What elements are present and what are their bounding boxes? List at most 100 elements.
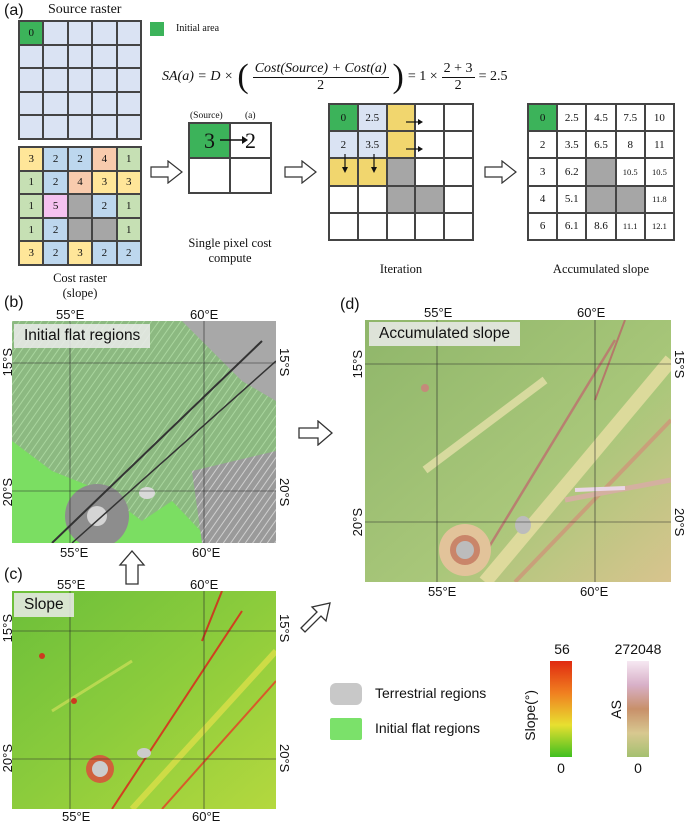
accumulated-cell: 8 xyxy=(615,131,645,159)
accumulated-cell: 4.5 xyxy=(586,104,616,132)
single-pixel-grid: 3 2 xyxy=(188,122,272,194)
flow-arrow-icon xyxy=(150,160,183,184)
cost-raster-caption: Cost raster (slope) xyxy=(18,271,142,301)
as-colorbar xyxy=(627,661,649,757)
accumulated-slope-map-label: Accumulated slope xyxy=(369,322,520,346)
iteration-cell xyxy=(444,212,473,240)
source-cell xyxy=(43,91,68,116)
equation-denominator-1: 2 xyxy=(317,77,325,93)
cost-cell: 2 xyxy=(92,194,117,218)
lon-label-55: 55°E xyxy=(56,307,85,322)
single-pixel-caption: Single pixel cost compute xyxy=(170,236,290,266)
lon-label-60-bottom: 60°E xyxy=(192,809,221,824)
lon-label-55: 55°E xyxy=(57,577,86,592)
cost-cell: 3 xyxy=(67,241,93,265)
lat-label-15-left: 15°S xyxy=(350,350,365,379)
lat-label-15-left: 15°S xyxy=(0,614,15,643)
cost-cell xyxy=(92,217,117,242)
source-cell xyxy=(43,68,68,92)
initial-area-legend-text: Initial area xyxy=(176,23,220,34)
accumulated-grid: 0 2.5 4.5 7.5 10 2 3.5 6.5 8 11 3 6.2 10.5 10.5 4 5.1 11… xyxy=(527,103,675,241)
single-source-label: (Source) xyxy=(190,111,223,121)
flow-arrow-icon xyxy=(284,160,317,184)
lon-label-60: 60°E xyxy=(577,305,606,320)
slope-map xyxy=(12,591,276,809)
accumulated-cell: 6.5 xyxy=(586,131,616,159)
accumulated-cell: 3 xyxy=(528,158,558,186)
lon-label-60-bottom: 60°E xyxy=(580,584,609,599)
source-cell xyxy=(43,44,68,69)
lat-label-15-right: 15°S xyxy=(277,614,292,643)
iteration-cell xyxy=(386,131,416,159)
source-cell xyxy=(116,91,141,116)
iteration-cell: 0 xyxy=(329,104,358,132)
iteration-grid: 0 2.5 2 3.5 xyxy=(328,103,474,241)
source-cell xyxy=(43,115,68,139)
iteration-cell xyxy=(386,104,416,132)
equation-paren-close: ) xyxy=(392,58,404,95)
slope-max-label: 56 xyxy=(554,641,570,657)
accumulated-slope-map xyxy=(365,320,671,582)
cost-cell: 4 xyxy=(92,147,117,171)
iteration-cell xyxy=(444,131,473,159)
equation-fraction-1: Cost(Source) + Cost(a) 2 xyxy=(252,61,389,94)
cost-cell: 1 xyxy=(19,170,44,195)
accumulated-cell: 0 xyxy=(528,104,558,132)
equation-lhs: SA(a) = D × xyxy=(162,69,234,84)
iteration-cell xyxy=(329,158,358,186)
source-cell xyxy=(92,91,117,116)
cost-cell: 2 xyxy=(92,241,117,265)
lon-label-60-bottom: 60°E xyxy=(192,545,221,560)
iteration-cell xyxy=(415,104,445,132)
cost-cell: 2 xyxy=(67,147,93,171)
source-cell xyxy=(67,68,93,92)
iteration-cell xyxy=(415,185,445,213)
terrestrial-swatch xyxy=(330,683,362,705)
source-cell: 0 xyxy=(19,21,44,45)
cost-cell: 2 xyxy=(43,217,68,242)
accumulated-cell xyxy=(615,185,645,213)
iteration-cell xyxy=(357,212,387,240)
equation-result: = 2.5 xyxy=(478,69,508,84)
single-empty-cell xyxy=(189,158,230,193)
source-cell xyxy=(92,115,117,139)
panel-c-letter: (c) xyxy=(4,566,23,583)
source-cell xyxy=(19,91,44,116)
cost-cell: 2 xyxy=(43,147,68,171)
lat-label-20-left: 20°S xyxy=(350,508,365,537)
source-cell xyxy=(67,21,93,45)
accumulated-cell: 2 xyxy=(528,131,558,159)
source-raster-title: Source raster xyxy=(48,2,122,17)
cost-cell: 3 xyxy=(19,147,44,171)
iteration-caption: Iteration xyxy=(379,262,423,276)
accumulated-caption: Accumulated slope xyxy=(552,262,650,276)
single-caption-line1: Single pixel cost xyxy=(188,236,272,250)
source-raster-grid: 0 xyxy=(18,20,142,140)
source-cell xyxy=(116,44,141,69)
slope-min-label: 0 xyxy=(557,760,565,776)
source-cell xyxy=(92,21,117,45)
accumulated-cell: 6.2 xyxy=(557,158,587,186)
lon-label-55-bottom: 55°E xyxy=(428,584,457,599)
flat-regions-map xyxy=(12,321,276,543)
cost-cell: 4 xyxy=(67,170,93,195)
as-colorbar-title: AS xyxy=(608,700,624,719)
lat-label-15-left: 15°S xyxy=(0,348,15,377)
iteration-cell xyxy=(444,158,473,186)
cost-cell: 1 xyxy=(116,217,141,242)
cost-cell: 2 xyxy=(43,170,68,195)
cost-cell: 5 xyxy=(43,194,68,218)
cost-cell: 2 xyxy=(43,241,68,265)
accumulated-cell: 4 xyxy=(528,185,558,213)
cost-caption-line2: (slope) xyxy=(62,286,98,300)
cost-cell: 1 xyxy=(19,194,44,218)
source-cell xyxy=(19,115,44,139)
accumulated-cell: 3.5 xyxy=(557,131,587,159)
lat-label-20-right: 20°S xyxy=(277,744,292,773)
accumulated-cell: 6.1 xyxy=(557,212,587,240)
iteration-cell xyxy=(357,185,387,213)
lat-label-15-right: 15°S xyxy=(277,348,292,377)
source-cell xyxy=(19,44,44,69)
iteration-cell xyxy=(386,158,416,186)
single-empty-cell xyxy=(230,158,271,193)
